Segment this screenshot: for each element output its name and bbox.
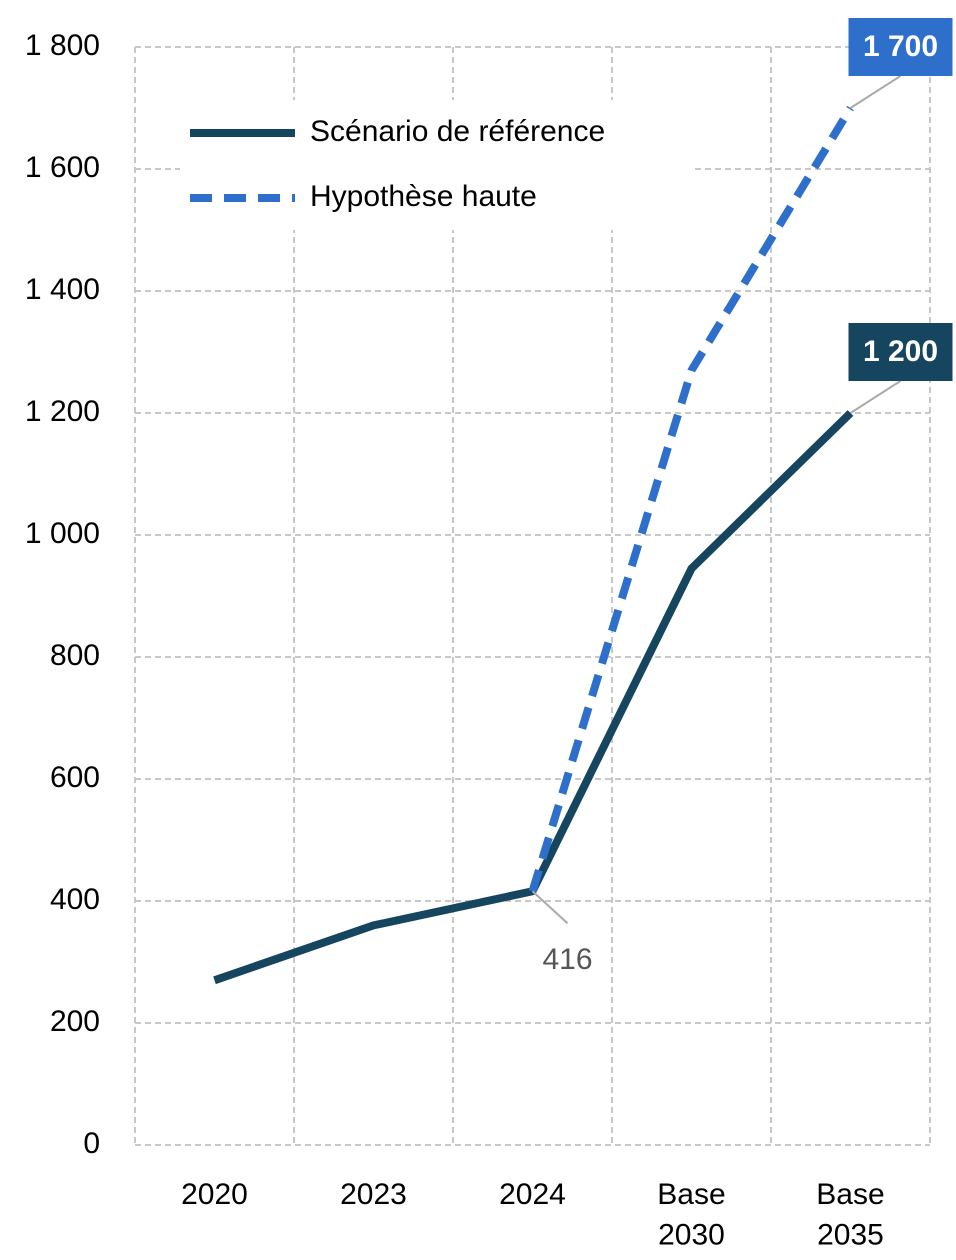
label-leader <box>849 380 902 414</box>
series-line <box>528 105 854 893</box>
y-tick-label: 1 400 <box>25 273 100 306</box>
x-tick-label: 2023 <box>340 1178 407 1211</box>
x-tick-label: 2020 <box>181 1178 248 1211</box>
legend: Scénario de référence Hypothèse haute <box>180 100 695 230</box>
data-label: 416 <box>542 943 592 976</box>
y-tick-label: 600 <box>50 761 100 794</box>
x-tick-label: Base 2035 <box>816 1178 884 1252</box>
label-leader <box>531 890 569 924</box>
y-tick-label: 0 <box>83 1127 100 1160</box>
data-label-box <box>848 18 953 76</box>
legend-label: Scénario de référence <box>310 115 605 148</box>
series-line <box>213 410 854 985</box>
data-label: 1 700 <box>863 30 938 63</box>
y-tick-label: 1 600 <box>25 151 100 184</box>
y-tick-label: 800 <box>50 639 100 672</box>
data-label-box <box>848 323 953 381</box>
y-tick-label: 400 <box>50 883 100 916</box>
y-tick-label: 1 800 <box>25 29 100 62</box>
data-label: 1 200 <box>863 335 938 368</box>
y-tick-label: 1 000 <box>25 517 100 550</box>
x-tick-label: 2024 <box>499 1178 566 1211</box>
legend-background <box>180 100 695 230</box>
y-tick-label: 200 <box>50 1005 100 1038</box>
legend-label: Hypothèse haute <box>310 180 537 213</box>
y-tick-label: 1 200 <box>25 395 100 428</box>
label-leader <box>849 75 902 109</box>
x-tick-label: Base 2030 <box>657 1178 725 1252</box>
